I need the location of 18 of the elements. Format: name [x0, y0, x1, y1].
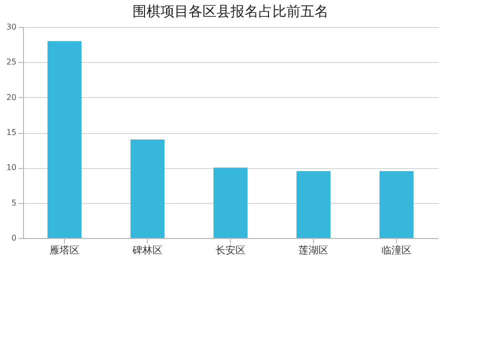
y-tick-label: 15 — [6, 128, 16, 137]
y-tick-label: 0 — [11, 234, 16, 242]
chart-title: 围棋项目各区县报名占比前五名 — [132, 4, 328, 20]
bar — [48, 41, 82, 238]
y-tick-label: 25 — [6, 58, 16, 67]
x-tick-label: 长安区 — [216, 244, 246, 256]
bar — [296, 171, 330, 238]
y-tick-label: 10 — [6, 163, 16, 172]
x-tick-label: 碑林区 — [132, 244, 162, 256]
y-tick-label: 20 — [6, 92, 16, 102]
bar — [130, 140, 164, 238]
bar — [380, 171, 414, 238]
y-tick-label: 5 — [11, 198, 16, 208]
x-tick-label: 临潼区 — [382, 244, 412, 256]
y-tick-label: 30 — [6, 22, 16, 32]
x-tick-label: 莲湖区 — [298, 244, 328, 256]
x-tick-label: 雁塔区 — [50, 244, 80, 256]
bar — [214, 168, 248, 238]
